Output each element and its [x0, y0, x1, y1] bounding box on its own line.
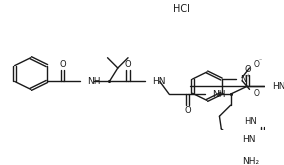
- Text: ⁻: ⁻: [259, 59, 262, 64]
- Text: HN: HN: [244, 117, 257, 126]
- Text: HN: HN: [242, 135, 255, 144]
- Text: O: O: [125, 60, 131, 69]
- Text: O: O: [59, 60, 66, 69]
- Text: N: N: [240, 75, 247, 84]
- Text: NH₂: NH₂: [243, 157, 260, 165]
- Text: O: O: [244, 65, 251, 74]
- Text: NH: NH: [212, 90, 225, 99]
- Text: HCl: HCl: [174, 4, 190, 15]
- Text: O: O: [253, 60, 259, 69]
- Text: O: O: [184, 106, 191, 115]
- Text: HN: HN: [152, 77, 166, 86]
- Text: HN: HN: [272, 82, 284, 91]
- Text: O: O: [253, 89, 259, 98]
- Text: +: +: [246, 73, 250, 78]
- Text: NH: NH: [87, 77, 101, 86]
